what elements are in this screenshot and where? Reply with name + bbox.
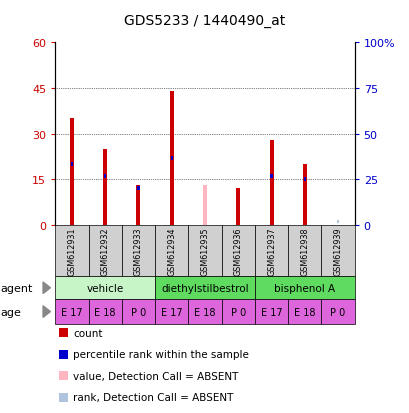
Text: percentile rank within the sample: percentile rank within the sample [73, 349, 249, 359]
Bar [303, 178, 305, 182]
Bar [270, 174, 272, 179]
Text: age: age [1, 307, 22, 317]
Text: GSM612937: GSM612937 [266, 227, 275, 275]
Text: GSM612934: GSM612934 [167, 227, 176, 275]
Bar [71, 162, 73, 167]
Text: E 18: E 18 [293, 307, 315, 317]
Text: E 18: E 18 [94, 307, 116, 317]
Bar [169, 92, 173, 225]
Bar [336, 221, 338, 223]
Text: GDS5233 / 1440490_at: GDS5233 / 1440490_at [124, 14, 285, 28]
Text: GSM612938: GSM612938 [299, 227, 308, 275]
Bar [269, 140, 273, 225]
Bar [104, 174, 106, 179]
Text: P 0: P 0 [230, 307, 245, 317]
Text: diethylstilbestrol: diethylstilbestrol [161, 283, 248, 293]
Bar [302, 164, 306, 225]
Text: E 17: E 17 [61, 307, 83, 317]
Text: value, Detection Call = ABSENT: value, Detection Call = ABSENT [73, 371, 238, 381]
Text: P 0: P 0 [130, 307, 146, 317]
Text: bisphenol A: bisphenol A [274, 283, 335, 293]
Text: vehicle: vehicle [86, 283, 124, 293]
Text: GSM612935: GSM612935 [200, 227, 209, 275]
Text: count: count [73, 328, 103, 338]
Text: E 18: E 18 [194, 307, 215, 317]
Text: rank, Detection Call = ABSENT: rank, Detection Call = ABSENT [73, 392, 233, 402]
Bar [137, 187, 139, 191]
Bar [70, 119, 74, 225]
Text: GSM612936: GSM612936 [233, 227, 242, 275]
Text: agent: agent [1, 283, 33, 293]
Text: GSM612939: GSM612939 [333, 227, 342, 275]
Text: GSM612932: GSM612932 [101, 227, 110, 275]
Bar [103, 150, 107, 225]
Text: GSM612931: GSM612931 [67, 227, 76, 275]
Bar [202, 186, 207, 225]
Text: E 17: E 17 [260, 307, 282, 317]
Bar [136, 186, 140, 225]
Bar [236, 189, 240, 225]
Text: P 0: P 0 [330, 307, 345, 317]
Text: GSM612933: GSM612933 [134, 227, 143, 275]
Bar [170, 156, 173, 161]
Text: E 17: E 17 [161, 307, 182, 317]
